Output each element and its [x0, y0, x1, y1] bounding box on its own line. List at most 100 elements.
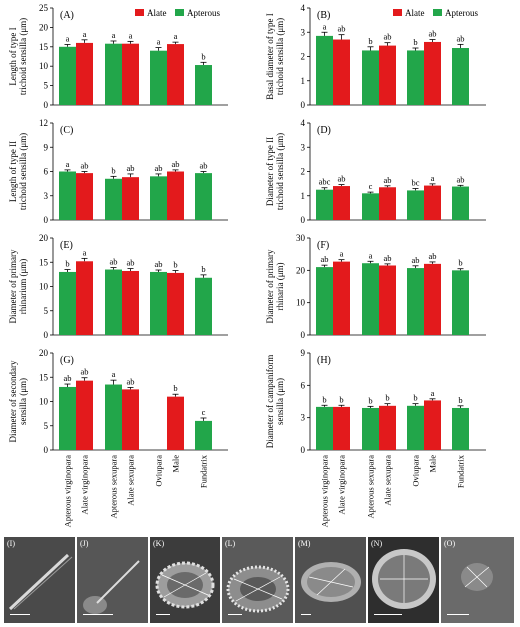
y-axis-label-line: Diameter of secondary	[8, 360, 18, 442]
bar	[105, 269, 122, 335]
y-axis-label-line: trichoid sensilla (μm)	[18, 133, 28, 210]
bar	[407, 50, 424, 105]
significance-label: ab	[126, 163, 134, 173]
significance-label: b	[368, 36, 372, 46]
significance-label: c	[202, 407, 206, 417]
bar	[105, 384, 122, 450]
y-axis-label: Length of type IItrichoid sensilla (μm)	[8, 133, 28, 210]
significance-label: a	[431, 173, 435, 183]
y-tick-label: 10	[296, 298, 306, 308]
y-tick-label: 20	[39, 22, 49, 32]
x-tick-label: Oviupara	[154, 455, 164, 487]
bar	[316, 267, 333, 335]
y-tick-label: 0	[301, 330, 306, 340]
bar	[195, 277, 212, 335]
y-tick-label: 6	[301, 380, 306, 390]
micrograph-strip: (I) (J) (K) (L) (M) (N) (O)	[0, 535, 520, 627]
micrograph-label: (J)	[80, 539, 89, 548]
bar	[452, 270, 469, 335]
panel-label: (G)	[60, 355, 74, 366]
bar	[167, 171, 184, 220]
y-tick-label: 10	[39, 397, 49, 407]
significance-label: a	[83, 247, 87, 257]
bar	[76, 173, 93, 220]
y-tick-label: 3	[301, 27, 306, 37]
panel-label: (D)	[317, 125, 331, 136]
x-tick-label: Fundatrix	[199, 454, 209, 488]
y-tick-label: 3	[44, 191, 49, 201]
y-tick-label: 1	[301, 76, 306, 86]
significance-label: ab	[383, 32, 391, 42]
y-axis-label-line: Diameter of type II	[265, 137, 275, 206]
chart-panel-g: 0 5 10 15 20 Diameter of secondarysensilla (μ…	[8, 348, 228, 527]
micrograph-trichoid-sensillum-type-II: (J)	[77, 537, 148, 623]
y-tick-label: 6	[44, 167, 49, 177]
y-tick-label: 0	[44, 215, 49, 225]
significance-label: ab	[337, 24, 345, 34]
significance-label: ab	[411, 255, 419, 265]
micrograph-label: (N)	[371, 539, 383, 548]
y-tick-label: 0	[301, 445, 306, 455]
y-tick-label: 1	[301, 191, 306, 201]
bar	[195, 420, 212, 450]
y-tick-label: 20	[296, 265, 306, 275]
significance-label: ab	[109, 257, 117, 267]
micrograph-label: (M)	[298, 539, 311, 548]
legend-swatch-alate	[393, 9, 402, 16]
bar	[105, 43, 122, 105]
y-axis-label: Diameter of type IItrichoid sensilla (μm…	[265, 133, 285, 210]
y-tick-label: 0	[44, 330, 49, 340]
x-tick-label: Alate virginopara	[337, 455, 347, 515]
bar	[105, 178, 122, 220]
y-tick-label: 5	[44, 306, 49, 316]
bar	[122, 43, 139, 105]
significance-label: a	[157, 37, 161, 47]
significance-label: ab	[80, 161, 88, 171]
significance-label: b	[385, 393, 389, 403]
y-axis-label: Diameter of primaryrhinarium (μm)	[8, 249, 28, 323]
y-tick-label: 20	[39, 233, 49, 243]
bar	[122, 177, 139, 220]
y-axis-label-line: sensilla (μm)	[275, 378, 285, 425]
significance-label: ab	[154, 259, 162, 269]
bar	[76, 42, 93, 105]
y-tick-label: 10	[39, 282, 49, 292]
bar	[76, 380, 93, 450]
bar	[150, 271, 167, 335]
chart-panel-a: 0 5 10 15 20 25 Length of type Itrichoid sensi…	[8, 3, 228, 110]
significance-label: b	[339, 394, 343, 404]
bar	[333, 406, 350, 450]
bar	[59, 46, 76, 105]
bar	[379, 265, 396, 335]
y-tick-label: 12	[39, 118, 48, 128]
bar	[424, 185, 441, 220]
significance-label: a	[431, 388, 435, 398]
significance-label: b	[368, 395, 372, 405]
scale-bar	[83, 613, 113, 615]
x-tick-label: Male	[428, 455, 438, 473]
scale-bar	[228, 613, 242, 615]
bar	[362, 193, 379, 220]
bar	[59, 171, 76, 220]
significance-label: a	[174, 31, 178, 41]
bar	[424, 400, 441, 450]
significance-label: a	[129, 30, 133, 40]
y-axis-label: Length of type Itrichoid sensilla (μm)	[8, 18, 28, 95]
significance-label: a	[369, 250, 373, 260]
significance-label: ab	[428, 29, 436, 39]
y-axis-label-line: trichoid sensilla (μm)	[18, 18, 28, 95]
y-axis-label: Basal diameter of type Itrichoid sensill…	[265, 13, 285, 99]
scale-bar	[374, 613, 402, 615]
legend-swatch-apterous	[175, 9, 184, 16]
y-axis-label-line: sensilla (μm)	[18, 378, 28, 425]
micrograph-primary-rhinarium: (K)	[150, 537, 220, 623]
bar	[59, 271, 76, 335]
panel-label: (B)	[317, 10, 330, 21]
legend-label-apterous: Apterous	[445, 8, 478, 18]
legend-swatch-alate	[135, 9, 144, 16]
x-tick-label: Fundatrix	[456, 454, 466, 488]
y-axis-label-line: Length of type I	[8, 27, 18, 85]
y-axis-label-line: Length of type II	[8, 141, 18, 202]
bar	[362, 407, 379, 450]
